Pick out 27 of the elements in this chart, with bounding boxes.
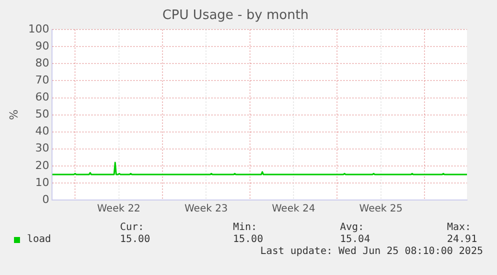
legend-label: load [27,234,52,245]
y-tick-label: 30 [35,142,50,155]
x-tick-label: Week 22 [97,204,140,215]
y-tick-label: 70 [35,74,50,87]
x-tick-label: Week 25 [359,204,403,215]
y-tick-label: 40 [35,124,50,138]
y-tick-label: 100 [28,22,50,36]
text: Max: [447,222,472,233]
y-tick-label: 10 [35,176,50,189]
text: Cur: [120,222,144,233]
y-tick-label: 50 [35,108,50,121]
y-tick-label: 60 [35,90,50,104]
text: 15.04 [340,234,370,245]
x-tick-label: Week 24 [272,204,316,215]
y-tick-label: 0 [42,192,50,206]
text: 24.91 [447,234,478,245]
text: Min: [233,222,258,233]
y-tick-label: 90 [35,40,50,52]
y-tick-label: 20 [35,158,50,172]
text: 15.00 [120,234,150,245]
chart-title: CPU Usage - by month [162,8,309,24]
text: Avg: [340,222,364,233]
text: 15.00 [233,234,264,245]
y-axis-title: % [7,110,20,120]
x-tick-label: Week 23 [184,204,228,215]
y-tick-label: 80 [35,56,50,70]
text: Last update: Wed Jun 25 08:10:00 2025 [260,246,483,257]
